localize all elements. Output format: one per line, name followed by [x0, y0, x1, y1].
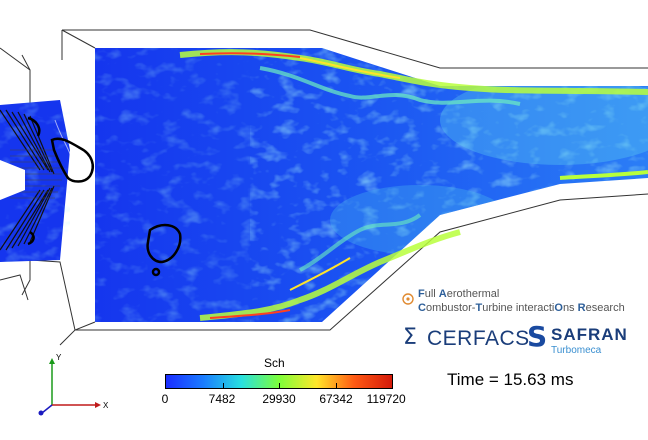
project-emblem-icon [402, 293, 414, 305]
cerfacs-wordmark: CERFACS [427, 327, 530, 350]
colorbar-title: Sch [264, 356, 285, 370]
colorbar-tick: 0 [161, 392, 169, 406]
colorbar-ticks: 0 7482 29930 67342 119720 [161, 392, 406, 408]
axis-x-label: X [103, 401, 109, 410]
safran-wordmark: SAFRAN [551, 325, 628, 344]
colorbar-tick: 29930 [262, 392, 296, 406]
colorbar-tick: 7482 [208, 392, 236, 406]
axes-triad: Y X [38, 353, 109, 416]
iso-contours [27, 116, 182, 277]
project-title-line1: Full Aerothermal [418, 288, 500, 300]
safran-s-icon: S [527, 320, 548, 353]
time-label: Time = 15.63 ms [447, 370, 574, 389]
colorbar [165, 374, 393, 389]
safran-subtitle: Turbomeca [551, 345, 602, 356]
axis-y-label: Y [56, 353, 62, 362]
colorbar-tick-mark [222, 383, 224, 388]
cerfacs-sigma-icon: Σ [403, 325, 417, 350]
colorbar-tick-mark [279, 383, 280, 388]
colorbar-tick-mark [335, 383, 337, 388]
project-title-line2: Combustor-Turbine interactiOns Research [418, 302, 625, 314]
colorbar-tick: 67342 [319, 392, 353, 406]
colorbar-tick: 119720 [366, 392, 406, 406]
